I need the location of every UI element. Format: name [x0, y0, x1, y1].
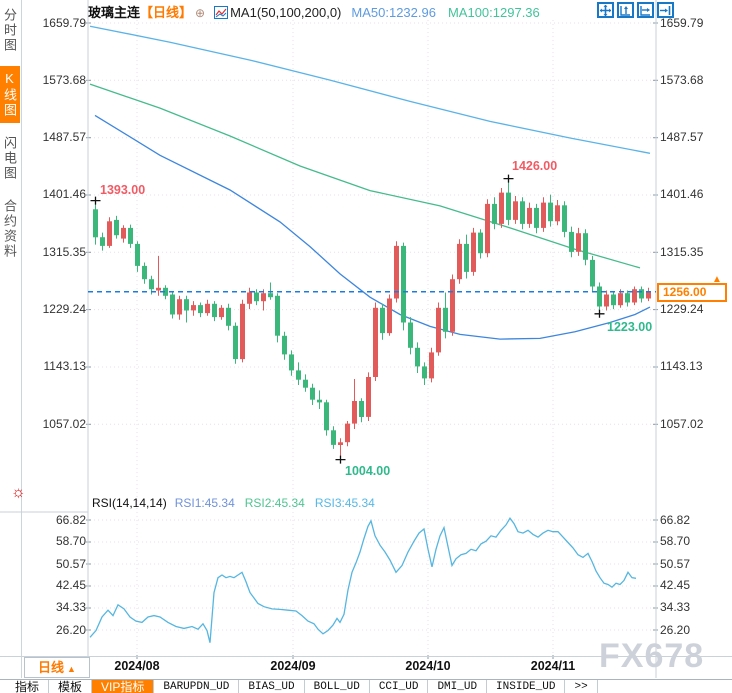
price-tick-label: 1573.68 [660, 72, 704, 87]
rsi-tick-label: 26.20 [660, 622, 691, 637]
toolbar-item-[interactable]: >> [565, 680, 598, 693]
toolbar-item-BIAS_UD[interactable]: BIAS_UD [239, 680, 305, 693]
price-tick-label: 1315.35 [42, 244, 86, 259]
toolbar-item-BARUPDN_UD[interactable]: BARUPDN_UD [154, 680, 240, 693]
date-label: 2024/10 [405, 659, 451, 673]
ma-settings-label: MA1(50,100,200,0) [230, 5, 342, 20]
symbol-name: 玻璃主连 [88, 5, 141, 20]
rsi-tick-label: 34.33 [55, 600, 86, 615]
scale-right-icon[interactable] [637, 2, 654, 18]
sidebar-tab-K线图[interactable]: K线图 [0, 66, 20, 123]
sidebar-tab-合约资料[interactable]: 合约资料 [2, 199, 17, 259]
rsi-title: RSI(14,14,14) [92, 496, 167, 510]
price-tick-label: 1401.46 [42, 187, 86, 202]
price-tick-label: 1057.02 [660, 416, 704, 431]
go-to-latest-icon[interactable] [657, 2, 674, 18]
ma100-value: MA100:1297.36 [447, 5, 540, 20]
rsi-tick-label: 66.82 [55, 512, 86, 527]
price-tick-label: 1143.13 [43, 359, 87, 374]
dropdown-arrow-icon: ▲ [67, 664, 76, 674]
annotation-high-1393: 1393.00 [100, 182, 146, 197]
rsi-tick-label: 50.57 [660, 556, 691, 571]
rsi-tick-label: 42.45 [55, 578, 86, 593]
annotation-low-1223: 1223.00 [607, 319, 653, 334]
toolbar-item-BOLL_UD[interactable]: BOLL_UD [305, 680, 370, 693]
rsi2-value: RSI2:45.34 [244, 496, 305, 510]
price-tick-label: 1057.02 [42, 416, 86, 431]
rsi3-value: RSI3:45.34 [314, 496, 375, 510]
watermark: FX678 [599, 637, 705, 675]
rsi1-value: RSI1:45.34 [174, 496, 235, 510]
annotation-low-1004: 1004.00 [345, 463, 391, 478]
rsi-tick-label: 34.33 [660, 600, 691, 615]
period-tag: 【日线】 [140, 5, 193, 20]
alert-sun-icon[interactable]: ☼ [11, 484, 26, 501]
chart-zoom-toolbar [597, 2, 674, 18]
price-tick-label: 1659.79 [660, 15, 704, 30]
ma50-value: MA50:1232.96 [351, 5, 436, 20]
add-indicator-icon[interactable]: ⊕ [195, 6, 206, 20]
annotation-high-1426: 1426.00 [512, 158, 558, 173]
price-tick-label: 1487.57 [660, 130, 704, 145]
price-tick-label: 1143.13 [660, 359, 703, 374]
date-label: 2024/11 [530, 659, 576, 673]
toolbar-item-[interactable]: 模板 [49, 680, 93, 693]
sidebar-tab-分时图[interactable]: 分时图 [2, 8, 17, 53]
last-price-tag: 1256.00 [657, 282, 727, 302]
rsi-tick-label: 42.45 [660, 578, 691, 593]
crosshair-icon[interactable] [597, 2, 614, 18]
price-tick-label: 1229.24 [660, 302, 704, 317]
rsi-tick-label: 58.70 [55, 534, 86, 549]
price-tick-label: 1487.57 [42, 130, 86, 145]
indicator-toolbar: 指标 模板 VIP指标 BARUPDN_UD BIAS_UD BOLL_UD CCI_UD D… [0, 679, 732, 693]
sidebar-tab-闪电图[interactable]: 闪电图 [2, 136, 17, 181]
period-selector[interactable]: 日线 ▲ [24, 657, 90, 678]
chart-header: 玻璃主连【日线】 ⊕ MA1(50,100,200,0) MA50:1232.96 MA… [88, 2, 540, 22]
toolbar-item-DMI_UD[interactable]: DMI_UD [428, 680, 488, 693]
divider-rsi-bottom [0, 656, 732, 657]
scale-up-icon[interactable] [617, 2, 634, 18]
price-tick-label: 1573.68 [42, 72, 86, 87]
price-tick-label: 1229.24 [42, 302, 86, 317]
rsi-tick-label: 58.70 [660, 534, 691, 549]
price-tick-label: 1315.35 [660, 244, 704, 259]
price-up-arrow-icon: ▲ [712, 273, 722, 285]
rsi-header: RSI(14,14,14) RSI1:45.34 RSI2:45.34 RSI3:45… [92, 496, 375, 510]
toolbar-item-VIP[interactable]: VIP指标 [92, 680, 155, 693]
toolbar-item-INSIDE_UD[interactable]: INSIDE_UD [487, 680, 566, 693]
date-label: 2024/08 [114, 659, 160, 673]
rsi-tick-label: 66.82 [660, 512, 691, 527]
ma-chart-icon [214, 6, 229, 22]
price-tick-label: 1659.79 [42, 15, 86, 30]
sidebar: 分时图 K线图闪电图合约资料 [0, 0, 22, 678]
date-label: 2024/09 [270, 659, 316, 673]
rsi-tick-label: 26.20 [55, 622, 86, 637]
price-tick-label: 1401.46 [660, 187, 704, 202]
toolbar-item-[interactable]: 指标 [6, 680, 50, 693]
rsi-tick-label: 50.57 [55, 556, 86, 571]
toolbar-item-CCI_UD[interactable]: CCI_UD [370, 680, 429, 693]
